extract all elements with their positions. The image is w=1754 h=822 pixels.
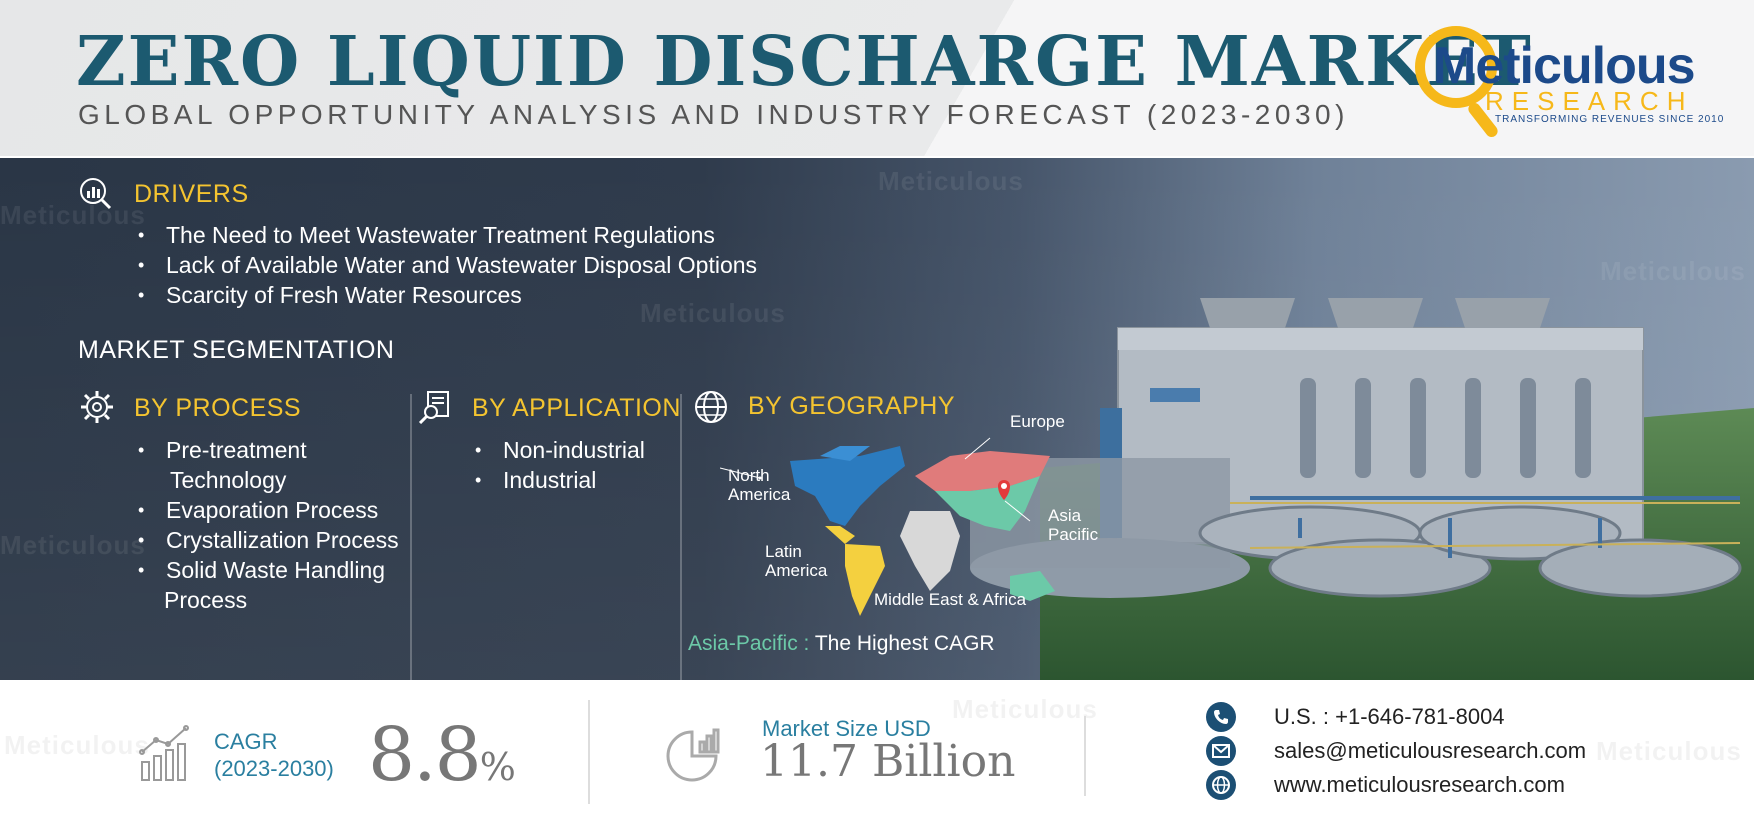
- process-list: Pre-treatment Technology Evaporation Pro…: [134, 435, 399, 615]
- geo-label-latin-america: Latin America: [765, 542, 827, 580]
- cagr-number: 8.8: [368, 712, 482, 798]
- geo-label-line: America: [728, 485, 791, 504]
- logo-research: RESEARCH: [1485, 86, 1694, 116]
- list-item: The Need to Meet Wastewater Treatment Re…: [134, 220, 757, 250]
- geo-label-asia-pacific: Asia Pacific: [1048, 506, 1098, 544]
- watermark: Meticulous: [0, 530, 146, 560]
- cagr-label: CAGR (2023-2030): [214, 728, 334, 782]
- cagr-label-line: CAGR: [214, 729, 278, 754]
- mail-icon: [1206, 736, 1236, 766]
- market-segmentation-heading: MARKET SEGMENTATION: [78, 336, 395, 364]
- document-search-icon: [418, 391, 449, 424]
- list-item-continuation: Process: [164, 587, 248, 613]
- cagr-unit: %: [479, 745, 516, 789]
- list-item: Crystallization Process: [134, 525, 399, 555]
- treatment-plant-illustration: [970, 298, 1754, 680]
- logo-name: Meticulous: [1433, 37, 1696, 95]
- header-band: ZERO LIQUID DISCHARGE MARKET GLOBAL OPPO…: [0, 0, 1754, 156]
- growth-chart-icon: [139, 725, 189, 781]
- geo-label-line: America: [765, 561, 828, 580]
- map-region-greenland: [820, 446, 870, 461]
- list-item: Pre-treatment: [134, 435, 399, 465]
- map-region-europe: [915, 451, 1050, 491]
- geo-label-mea: Middle East & Africa: [874, 590, 1027, 609]
- globe-icon: [1206, 770, 1236, 800]
- divider: [1084, 716, 1086, 796]
- list-item: Scarcity of Fresh Water Resources: [134, 280, 757, 310]
- by-application-heading: BY APPLICATION: [472, 394, 681, 422]
- map-region-australia: [1010, 571, 1055, 601]
- gear-icon: [81, 391, 113, 423]
- map-region-asia-pacific: [935, 476, 1040, 531]
- meticulous-research-logo[interactable]: Meticulous RESEARCH TRANSFORMING REVENUE…: [1415, 22, 1723, 140]
- geo-label-line: Latin: [765, 542, 802, 561]
- market-size-value: 11.7 Billion: [760, 736, 1016, 787]
- world-map: [720, 437, 1055, 616]
- cagr-label-line: (2023-2030): [214, 756, 334, 781]
- main-panel: Meticulous Meticulous Meticulous Meticul…: [0, 158, 1754, 680]
- market-size-label: Market Size USD: [762, 716, 931, 741]
- map-region-latin-america: [845, 544, 885, 616]
- page-subtitle: GLOBAL OPPORTUNITY ANALYSIS AND INDUSTRY…: [78, 99, 1349, 130]
- list-item: Non-industrial: [471, 435, 645, 465]
- list-item: Lack of Available Water and Wastewater D…: [134, 250, 757, 280]
- map-region-central-america: [825, 526, 855, 544]
- map-region-mea: [900, 511, 960, 591]
- watermark: Meticulous: [0, 200, 146, 230]
- magnifier-chart-icon: [80, 178, 112, 210]
- map-region-north-america: [790, 446, 905, 526]
- magnifier-ring-icon: [1415, 26, 1497, 108]
- geo-label-north-america: North America: [728, 466, 790, 504]
- divider: [680, 394, 682, 680]
- globe-icon: [695, 391, 727, 423]
- page-title: ZERO LIQUID DISCHARGE MARKET: [76, 22, 1533, 102]
- geo-label-europe: Europe: [1010, 412, 1065, 431]
- stats-band: [0, 682, 1754, 822]
- highlight-region: Asia-Pacific :: [688, 632, 810, 655]
- website-text: www.meticulousresearch.com: [1274, 772, 1565, 797]
- highlight-text: The Highest CAGR: [814, 632, 995, 655]
- by-geography-heading: BY GEOGRAPHY: [748, 392, 955, 420]
- by-process-heading: BY PROCESS: [134, 394, 302, 422]
- divider: [410, 394, 412, 680]
- drivers-list: The Need to Meet Wastewater Treatment Re…: [134, 220, 757, 310]
- drivers-heading: DRIVERS: [134, 180, 249, 208]
- divider: [588, 700, 590, 804]
- watermark: Meticulous: [952, 694, 1098, 724]
- application-list: Non-industrial Industrial: [471, 435, 645, 495]
- logo-tagline: TRANSFORMING REVENUES SINCE 2010: [1495, 114, 1725, 125]
- list-item-continuation: Technology: [170, 467, 287, 493]
- watermark: Meticulous: [1596, 736, 1742, 766]
- geo-label-line: Asia: [1048, 506, 1082, 525]
- email-text: sales@meticulousresearch.com: [1274, 738, 1587, 763]
- geo-label-line: North: [728, 466, 770, 485]
- list-item: Solid Waste Handling: [134, 555, 399, 585]
- pie-chart-icon: [666, 728, 720, 782]
- list-item: Industrial: [471, 465, 645, 495]
- list-item: Evaporation Process: [134, 495, 399, 525]
- location-pin-icon: [998, 480, 1010, 500]
- geo-label-line: Pacific: [1048, 525, 1099, 544]
- highest-cagr-note: Asia-Pacific : The Highest CAGR: [688, 632, 995, 656]
- watermark: Meticulous: [4, 730, 150, 760]
- watermark: Meticulous: [1600, 256, 1746, 286]
- phone-icon: [1206, 702, 1236, 732]
- cagr-value: 8.8%: [368, 712, 516, 798]
- phone-text: U.S. : +1-646-781-8004: [1274, 704, 1505, 729]
- watermark: Meticulous: [878, 166, 1024, 196]
